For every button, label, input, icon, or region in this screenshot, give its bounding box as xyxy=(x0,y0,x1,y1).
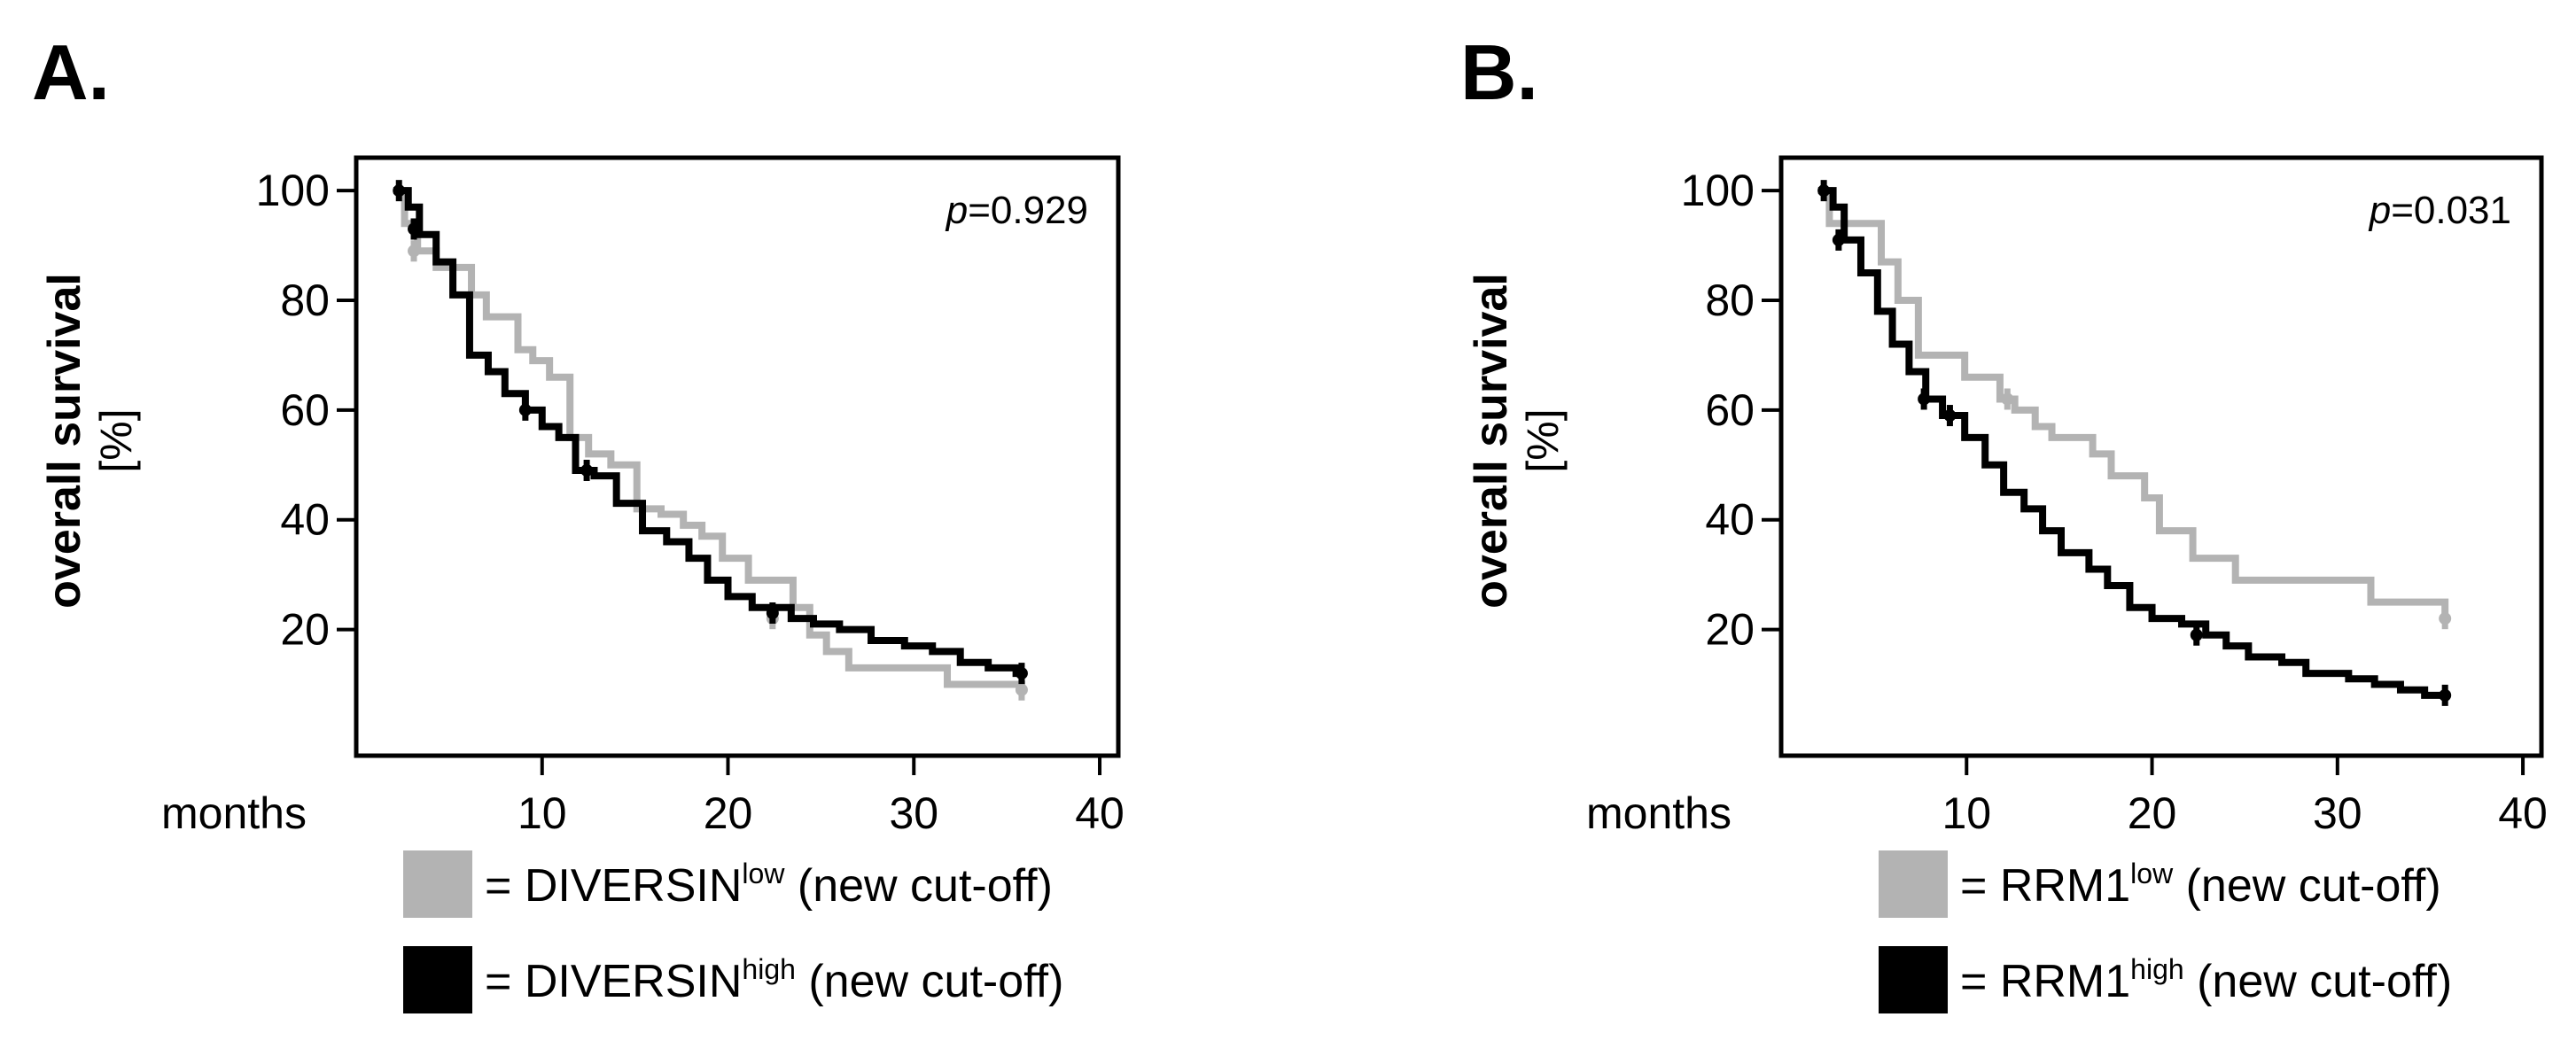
censor-dot xyxy=(1943,409,1957,423)
y-tick-label: 100 xyxy=(256,166,330,215)
km-curve-high xyxy=(393,187,1022,678)
legend-swatch xyxy=(1879,850,1948,918)
censor-dot xyxy=(2439,688,2452,702)
legend-swatch xyxy=(403,850,472,918)
plot-frame xyxy=(354,155,1121,758)
x-tick-label: 10 xyxy=(1942,788,1991,838)
legend-label: = DIVERSINlow (new cut-off) xyxy=(485,858,1053,912)
x-tick-label: 40 xyxy=(2498,788,2548,838)
y-tick-label: 60 xyxy=(1705,385,1755,435)
y-axis-unit: [%] xyxy=(91,408,141,472)
censor-dot xyxy=(518,403,532,416)
x-axis-label: months xyxy=(1586,788,1732,838)
panel-label: A. xyxy=(32,28,110,116)
chart-panel-0: A. 20 40 60 80 100 10 20 30 40 months overall survi… xyxy=(32,28,1125,1013)
censor-dot xyxy=(408,222,421,236)
legend-label: = RRM1low (new cut-off) xyxy=(1960,858,2441,912)
p-value: p=0.929 xyxy=(945,189,1088,232)
plot-frame xyxy=(1778,155,2544,758)
censor-dot xyxy=(1015,667,1028,680)
x-tick-label: 20 xyxy=(704,788,753,838)
censor-dot xyxy=(408,245,421,258)
censor-dot xyxy=(393,184,406,198)
censor-dot xyxy=(1832,233,1845,246)
y-tick-label: 100 xyxy=(1681,166,1755,215)
censor-dot xyxy=(766,606,779,619)
legend-swatch xyxy=(1879,946,1948,1013)
km-curve-high xyxy=(1817,187,2446,699)
y-tick-label: 20 xyxy=(280,605,330,655)
chart-panel-1: B. 20 40 60 80 100 10 20 30 40 months overall survi… xyxy=(1460,28,2548,1013)
y-axis-label: overall survival xyxy=(1466,273,1517,609)
km-curve-low xyxy=(393,187,1025,690)
p-value: p=0.031 xyxy=(2368,189,2511,232)
censor-dot xyxy=(2439,612,2452,625)
x-tick-label: 30 xyxy=(2313,788,2362,838)
x-tick-label: 30 xyxy=(889,788,938,838)
y-tick-label: 40 xyxy=(280,495,330,545)
y-tick-label: 80 xyxy=(1705,276,1755,325)
x-axis-label: months xyxy=(161,788,307,838)
censor-dot xyxy=(1918,392,1931,406)
censor-dot xyxy=(1015,683,1028,696)
y-axis-unit: [%] xyxy=(1518,408,1568,472)
x-tick-label: 10 xyxy=(518,788,567,838)
censor-dot xyxy=(1817,184,1831,198)
censor-dot xyxy=(2190,628,2203,641)
legend-label: = RRM1high (new cut-off) xyxy=(1960,953,2452,1007)
y-tick-label: 60 xyxy=(280,385,330,435)
x-tick-label: 20 xyxy=(2128,788,2177,838)
y-tick-label: 20 xyxy=(1705,605,1755,655)
censor-dot xyxy=(580,463,594,477)
censor-dot xyxy=(2001,392,2014,406)
y-axis-label: overall survival xyxy=(39,273,90,609)
legend-swatch xyxy=(403,946,472,1013)
x-tick-label: 40 xyxy=(1075,788,1125,838)
km-curve-low xyxy=(1817,187,2449,619)
y-tick-label: 40 xyxy=(1705,495,1755,545)
legend-label: = DIVERSINhigh (new cut-off) xyxy=(485,953,1063,1007)
panel-label: B. xyxy=(1460,28,1538,116)
y-tick-label: 80 xyxy=(280,276,330,325)
